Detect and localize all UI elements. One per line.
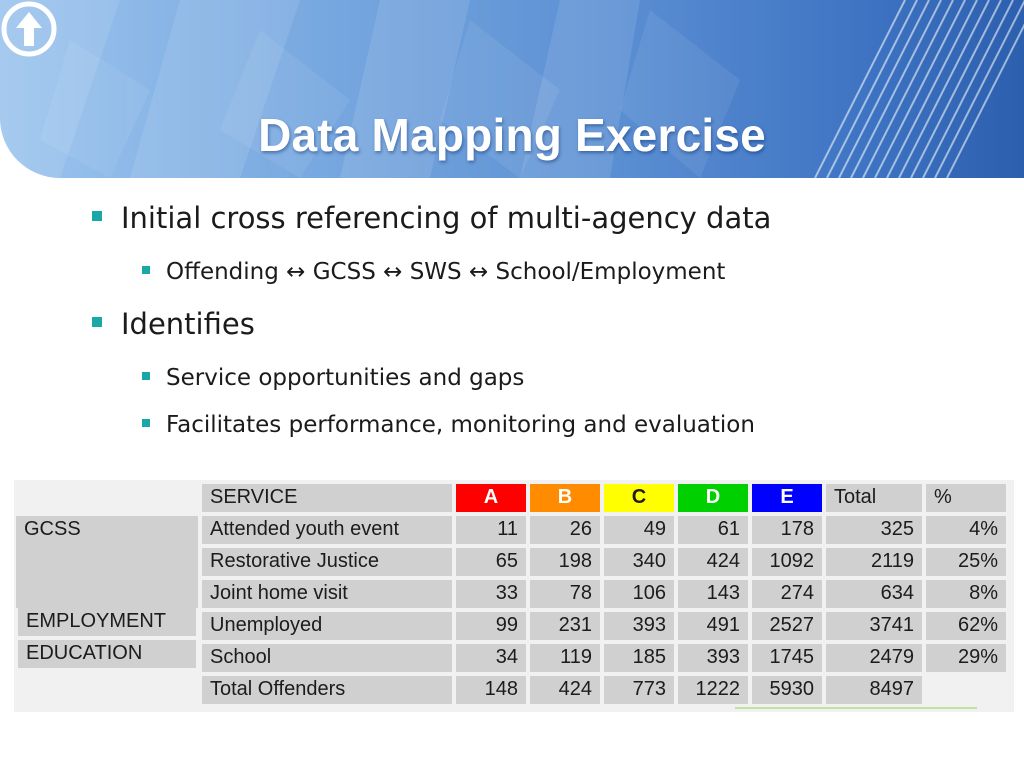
table-cell: 78 [530,580,600,608]
table-cell: 26 [530,516,600,544]
group-gcss: GCSS [16,516,198,608]
bullet-text: Facilitates performance, monitoring and … [166,412,755,438]
table-cell: 185 [604,644,674,672]
table-cell: 99 [456,612,526,640]
row-service-label: Total Offenders [202,676,452,704]
row-total: 634 [826,580,922,608]
sub-bullet-item: Facilitates performance, monitoring and … [142,412,755,438]
header-col-e: E [752,484,822,512]
bullet-text: Offending ↔ GCSS ↔ SWS ↔ School/Employme… [166,259,726,285]
table-cell: 2527 [752,612,822,640]
row-percent: 8% [926,580,1006,608]
table-cell: 393 [678,644,748,672]
decorative-line [735,707,977,709]
row-service-label: Attended youth event [202,516,452,544]
table-cell: 5930 [752,676,822,704]
header-service: SERVICE [202,484,452,512]
bullet-text: Identifies [121,307,255,341]
row-total: 8497 [826,676,922,704]
bullet-item: Initial cross referencing of multi-agenc… [92,201,771,235]
row-service-label: School [202,644,452,672]
bullet-text: Service opportunities and gaps [166,365,525,391]
slide-title: Data Mapping Exercise [258,109,766,161]
row-percent: 62% [926,612,1006,640]
table-cell: 11 [456,516,526,544]
table-cell: 198 [530,548,600,576]
header-col-a: A [456,484,526,512]
row-total: 2119 [826,548,922,576]
table-cell: 178 [752,516,822,544]
group-education: EDUCATION [18,640,196,668]
bullet-item: Identifies [92,307,255,341]
table-cell: 1092 [752,548,822,576]
arrow-up-circle-icon [1,1,57,57]
header-total: Total [826,484,922,512]
header-col-d: D [678,484,748,512]
table-cell: 491 [678,612,748,640]
bullet-square-icon [92,211,102,221]
bullet-square-icon [92,317,102,327]
header-percent: % [926,484,1006,512]
bullet-square-icon [142,265,150,274]
row-percent: 29% [926,644,1006,672]
table-cell: 143 [678,580,748,608]
table-cell: 119 [530,644,600,672]
table-cell: 148 [456,676,526,704]
group-employment: EMPLOYMENT [18,608,196,636]
table-cell: 49 [604,516,674,544]
bullet-square-icon [142,418,150,427]
table-cell: 773 [604,676,674,704]
table-cell: 34 [456,644,526,672]
table-cell: 231 [530,612,600,640]
title-banner: Data Mapping Exercise [0,0,1024,178]
row-total: 325 [826,516,922,544]
row-service-label: Unemployed [202,612,452,640]
table-cell: 65 [456,548,526,576]
header-col-b: B [530,484,600,512]
table-cell: 393 [604,612,674,640]
row-total: 2479 [826,644,922,672]
table-cell: 61 [678,516,748,544]
sub-bullet-item: Offending ↔ GCSS ↔ SWS ↔ School/Employme… [142,259,725,285]
sub-bullet-item: Service opportunities and gaps [142,365,524,391]
row-percent: 25% [926,548,1006,576]
table-cell: 1222 [678,676,748,704]
table-cell: 424 [530,676,600,704]
table-cell: 274 [752,580,822,608]
table-cell: 33 [456,580,526,608]
data-mapping-table: SERVICE A B C D E Total % GCSS EMPLOYMEN… [14,480,1014,712]
banner-pattern [0,0,1024,178]
row-service-label: Joint home visit [202,580,452,608]
table-cell: 424 [678,548,748,576]
table-cell: 1745 [752,644,822,672]
bullet-text: Initial cross referencing of multi-agenc… [121,201,772,235]
row-percent: 4% [926,516,1006,544]
header-col-c: C [604,484,674,512]
row-total: 3741 [826,612,922,640]
row-service-label: Restorative Justice [202,548,452,576]
table-cell: 106 [604,580,674,608]
table-cell: 340 [604,548,674,576]
bullet-square-icon [142,371,150,380]
